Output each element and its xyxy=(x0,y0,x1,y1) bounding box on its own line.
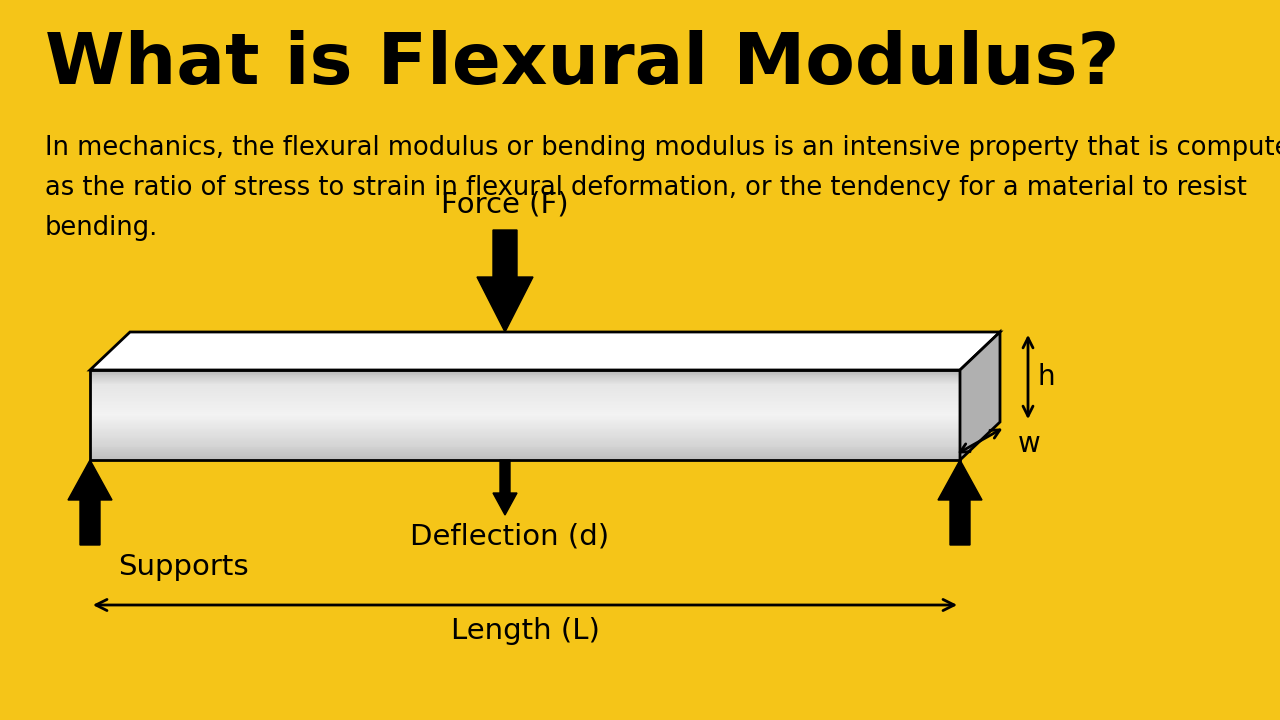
Text: Deflection (d): Deflection (d) xyxy=(411,523,609,551)
Polygon shape xyxy=(90,384,960,385)
Polygon shape xyxy=(90,453,960,454)
Polygon shape xyxy=(90,405,960,406)
Polygon shape xyxy=(938,460,982,545)
Polygon shape xyxy=(90,425,960,426)
Polygon shape xyxy=(90,332,1000,370)
Polygon shape xyxy=(90,434,960,435)
Polygon shape xyxy=(90,397,960,398)
Polygon shape xyxy=(90,375,960,377)
Polygon shape xyxy=(90,433,960,434)
Polygon shape xyxy=(90,414,960,415)
Polygon shape xyxy=(90,378,960,379)
Polygon shape xyxy=(90,454,960,456)
Polygon shape xyxy=(90,423,960,424)
Polygon shape xyxy=(90,391,960,392)
Polygon shape xyxy=(90,429,960,431)
Polygon shape xyxy=(90,380,960,381)
Polygon shape xyxy=(90,377,960,378)
Polygon shape xyxy=(90,436,960,438)
Polygon shape xyxy=(90,385,960,386)
Polygon shape xyxy=(90,440,960,441)
Polygon shape xyxy=(90,442,960,443)
Polygon shape xyxy=(90,450,960,451)
Polygon shape xyxy=(90,407,960,408)
Text: What is Flexural Modulus?: What is Flexural Modulus? xyxy=(45,30,1120,99)
Polygon shape xyxy=(90,432,960,433)
Polygon shape xyxy=(90,389,960,390)
Polygon shape xyxy=(493,460,517,515)
Polygon shape xyxy=(90,427,960,428)
Polygon shape xyxy=(90,422,960,423)
Polygon shape xyxy=(90,386,960,387)
Polygon shape xyxy=(90,421,960,422)
Text: Supports: Supports xyxy=(118,553,248,581)
Polygon shape xyxy=(90,406,960,407)
Polygon shape xyxy=(90,459,960,460)
Polygon shape xyxy=(90,435,960,436)
Polygon shape xyxy=(90,374,960,375)
Polygon shape xyxy=(90,420,960,421)
Polygon shape xyxy=(90,400,960,402)
Polygon shape xyxy=(90,424,960,425)
Polygon shape xyxy=(90,413,960,414)
Polygon shape xyxy=(90,446,960,447)
Text: In mechanics, the flexural modulus or bending modulus is an intensive property t: In mechanics, the flexural modulus or be… xyxy=(45,135,1280,241)
Polygon shape xyxy=(90,457,960,458)
Polygon shape xyxy=(90,398,960,399)
Polygon shape xyxy=(90,382,960,384)
Polygon shape xyxy=(90,428,960,429)
Polygon shape xyxy=(90,373,960,374)
Polygon shape xyxy=(960,332,1000,460)
Polygon shape xyxy=(90,458,960,459)
Polygon shape xyxy=(90,438,960,439)
Polygon shape xyxy=(90,370,960,371)
Text: Length (L): Length (L) xyxy=(451,617,599,645)
Polygon shape xyxy=(90,443,960,444)
Polygon shape xyxy=(90,372,960,373)
Polygon shape xyxy=(90,409,960,410)
Polygon shape xyxy=(90,410,960,411)
Polygon shape xyxy=(90,371,960,372)
Polygon shape xyxy=(90,390,960,391)
Polygon shape xyxy=(90,415,960,416)
Polygon shape xyxy=(90,447,960,449)
Polygon shape xyxy=(90,393,960,395)
Text: w: w xyxy=(1018,430,1041,458)
Polygon shape xyxy=(90,411,960,413)
Polygon shape xyxy=(90,387,960,388)
Polygon shape xyxy=(90,403,960,404)
Polygon shape xyxy=(90,418,960,420)
Polygon shape xyxy=(90,456,960,457)
Polygon shape xyxy=(90,441,960,442)
Polygon shape xyxy=(90,388,960,389)
Text: Force (F): Force (F) xyxy=(442,190,568,218)
Polygon shape xyxy=(90,449,960,450)
Text: h: h xyxy=(1038,363,1056,391)
Polygon shape xyxy=(90,396,960,397)
Polygon shape xyxy=(68,460,113,545)
Polygon shape xyxy=(90,426,960,427)
Polygon shape xyxy=(90,416,960,417)
Polygon shape xyxy=(90,451,960,452)
Polygon shape xyxy=(477,230,532,332)
Polygon shape xyxy=(90,439,960,440)
Polygon shape xyxy=(90,444,960,445)
Polygon shape xyxy=(90,379,960,380)
Polygon shape xyxy=(90,381,960,382)
Polygon shape xyxy=(90,417,960,418)
Polygon shape xyxy=(90,395,960,396)
Polygon shape xyxy=(90,408,960,409)
Polygon shape xyxy=(90,431,960,432)
Polygon shape xyxy=(90,404,960,405)
Polygon shape xyxy=(90,452,960,453)
Polygon shape xyxy=(90,402,960,403)
Polygon shape xyxy=(90,392,960,393)
Polygon shape xyxy=(90,445,960,446)
Polygon shape xyxy=(90,399,960,400)
